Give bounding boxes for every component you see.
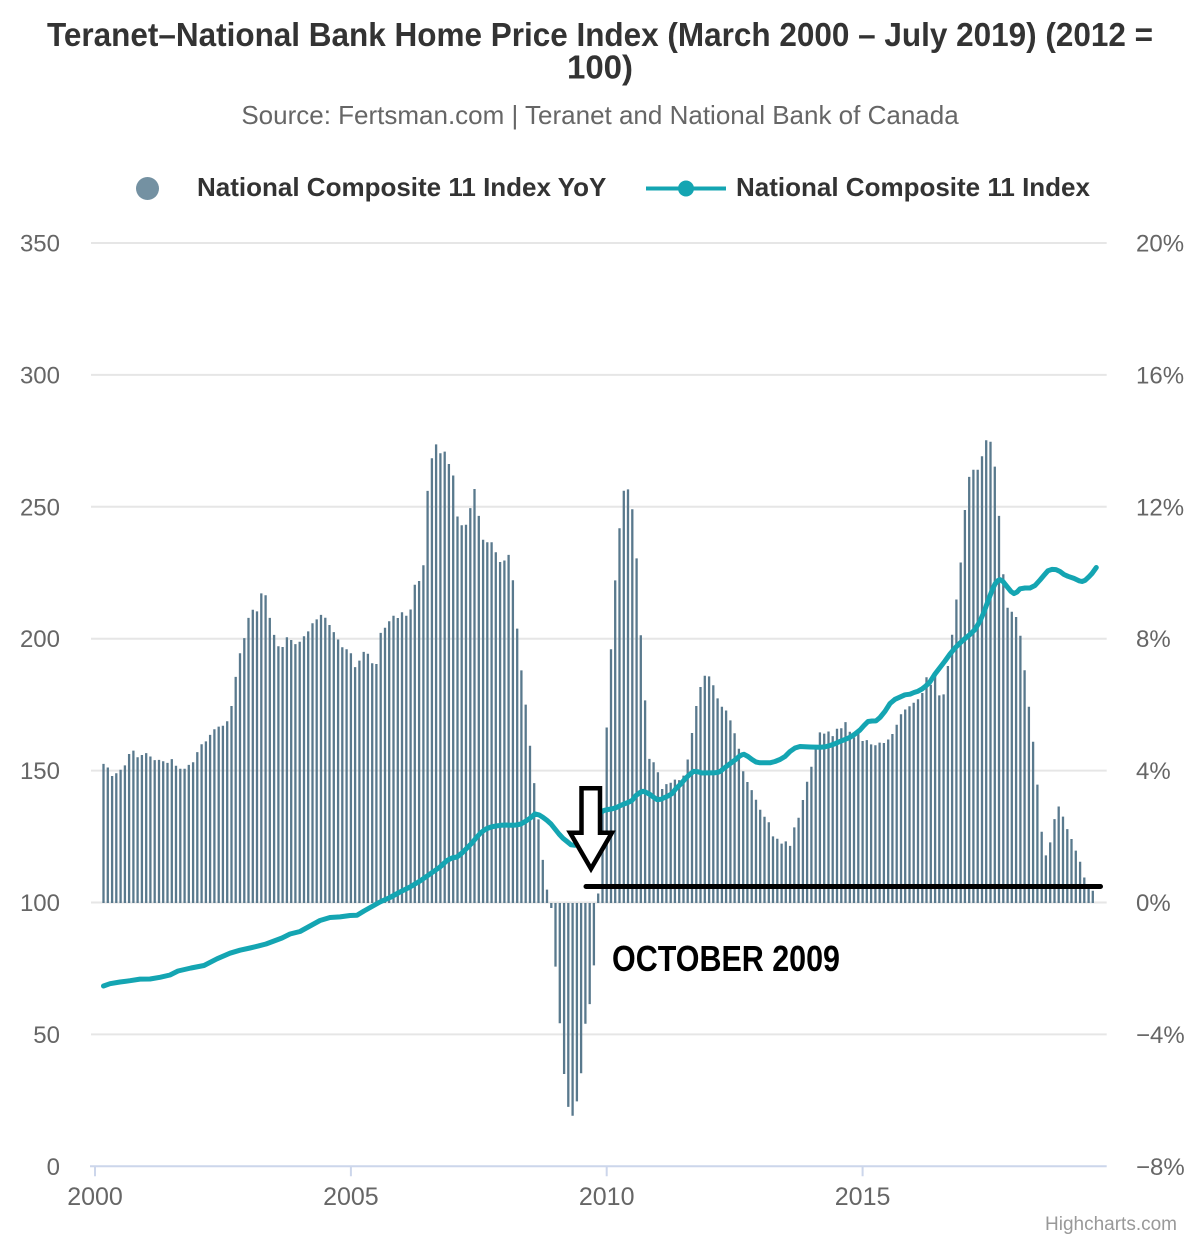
svg-text:8%: 8% xyxy=(1136,626,1171,653)
svg-text:Source: Fertsman.com | Teranet: Source: Fertsman.com | Teranet and Natio… xyxy=(241,100,959,130)
svg-text:0%: 0% xyxy=(1136,890,1171,917)
svg-text:National Composite 11 Index Yo: National Composite 11 Index YoY xyxy=(197,172,606,202)
svg-text:−8%: −8% xyxy=(1136,1154,1185,1181)
svg-text:12%: 12% xyxy=(1136,494,1184,521)
svg-text:350: 350 xyxy=(20,231,60,258)
svg-text:Highcharts.com: Highcharts.com xyxy=(1045,1214,1177,1235)
svg-text:4%: 4% xyxy=(1136,758,1171,785)
svg-text:2005: 2005 xyxy=(323,1183,379,1211)
svg-text:150: 150 xyxy=(20,758,60,785)
svg-text:Teranet–National Bank Home Pri: Teranet–National Bank Home Price Index (… xyxy=(47,16,1153,53)
svg-text:50: 50 xyxy=(33,1022,60,1049)
svg-text:100): 100) xyxy=(567,49,633,86)
svg-text:OCTOBER 2009: OCTOBER 2009 xyxy=(612,938,840,979)
svg-text:250: 250 xyxy=(20,494,60,521)
svg-text:2000: 2000 xyxy=(67,1183,123,1211)
svg-text:100: 100 xyxy=(20,890,60,917)
svg-text:2015: 2015 xyxy=(835,1183,891,1211)
svg-text:20%: 20% xyxy=(1136,231,1184,258)
svg-text:National Composite 11 Index: National Composite 11 Index xyxy=(736,172,1091,202)
svg-text:200: 200 xyxy=(20,626,60,653)
svg-text:0: 0 xyxy=(47,1154,60,1181)
svg-text:16%: 16% xyxy=(1136,362,1184,389)
svg-text:300: 300 xyxy=(20,362,60,389)
svg-text:−4%: −4% xyxy=(1136,1022,1185,1049)
svg-text:2010: 2010 xyxy=(579,1183,635,1211)
